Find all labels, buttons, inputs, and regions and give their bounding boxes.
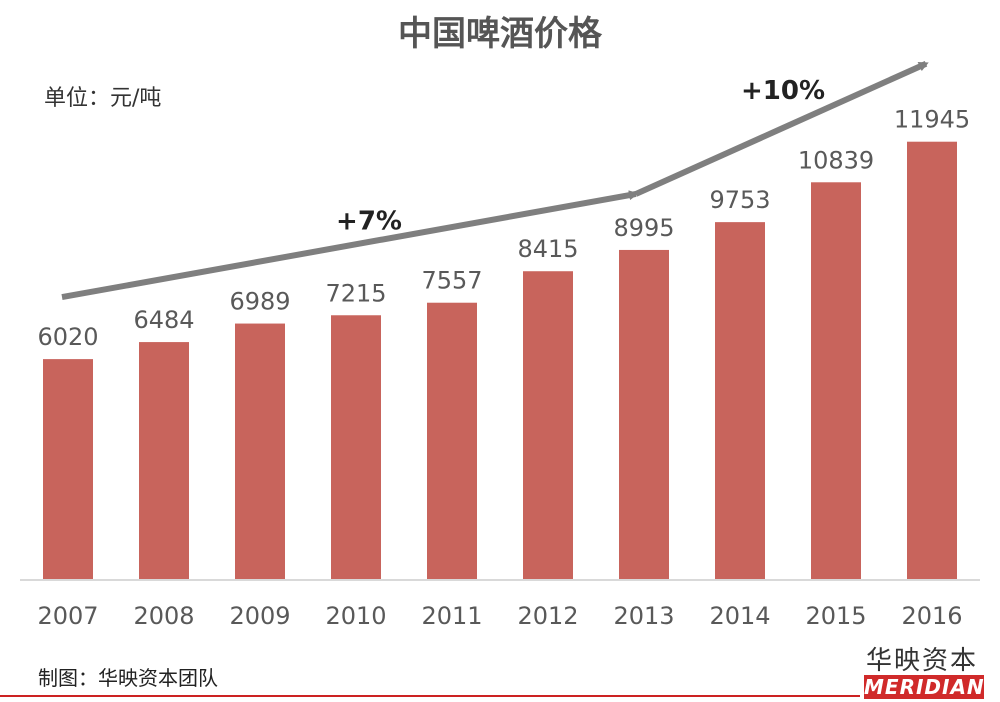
data-label-2011: 7557 <box>421 267 482 295</box>
bar-2016 <box>907 141 957 580</box>
x-tick-2008: 2008 <box>133 602 194 630</box>
data-label-2010: 7215 <box>325 279 386 307</box>
data-label-2015: 10839 <box>798 146 874 174</box>
x-tick-2009: 2009 <box>229 602 290 630</box>
bar-2013 <box>619 249 669 580</box>
trend-arrow-2 <box>634 60 929 197</box>
bar-2011 <box>427 302 477 580</box>
x-tick-2015: 2015 <box>805 602 866 630</box>
bar-2008 <box>139 342 189 580</box>
data-label-2014: 9753 <box>709 186 770 214</box>
bar-2015 <box>811 182 861 580</box>
trend-arrow-1 <box>61 190 639 301</box>
data-label-2007: 6020 <box>37 323 98 351</box>
growth-label-2: +10% <box>741 76 825 106</box>
x-tick-2010: 2010 <box>325 602 386 630</box>
bar-2007 <box>43 359 93 580</box>
chart-credit: 制图：华映资本团队 <box>38 666 218 690</box>
data-label-2016: 11945 <box>894 106 970 134</box>
bar-chart: 6020 2007 6484 2008 6989 2009 7215 2010 7557 2011… <box>20 60 980 630</box>
bar-2009 <box>235 323 285 580</box>
footer-divider <box>0 695 860 697</box>
x-tick-2012: 2012 <box>517 602 578 630</box>
x-tick-2016: 2016 <box>901 602 962 630</box>
brand-name-chinese: 华映资本 <box>866 646 979 676</box>
chart-title: 中国啤酒价格 <box>398 14 602 54</box>
bar-2014 <box>715 222 765 580</box>
data-label-2008: 6484 <box>133 306 194 334</box>
meridian-logo: MERIDIAN <box>864 675 985 699</box>
growth-label-1: +7% <box>336 207 402 237</box>
data-label-2012: 8415 <box>517 235 578 263</box>
x-tick-2014: 2014 <box>709 602 770 630</box>
data-label-2009: 6989 <box>229 288 290 316</box>
x-tick-2007: 2007 <box>37 602 98 630</box>
bar-2010 <box>331 315 381 580</box>
bar-2012 <box>523 271 573 580</box>
unit-label: 单位：元/吨 <box>44 86 162 111</box>
data-label-2013: 8995 <box>613 214 674 242</box>
x-tick-2011: 2011 <box>421 602 482 630</box>
x-tick-2013: 2013 <box>613 602 674 630</box>
